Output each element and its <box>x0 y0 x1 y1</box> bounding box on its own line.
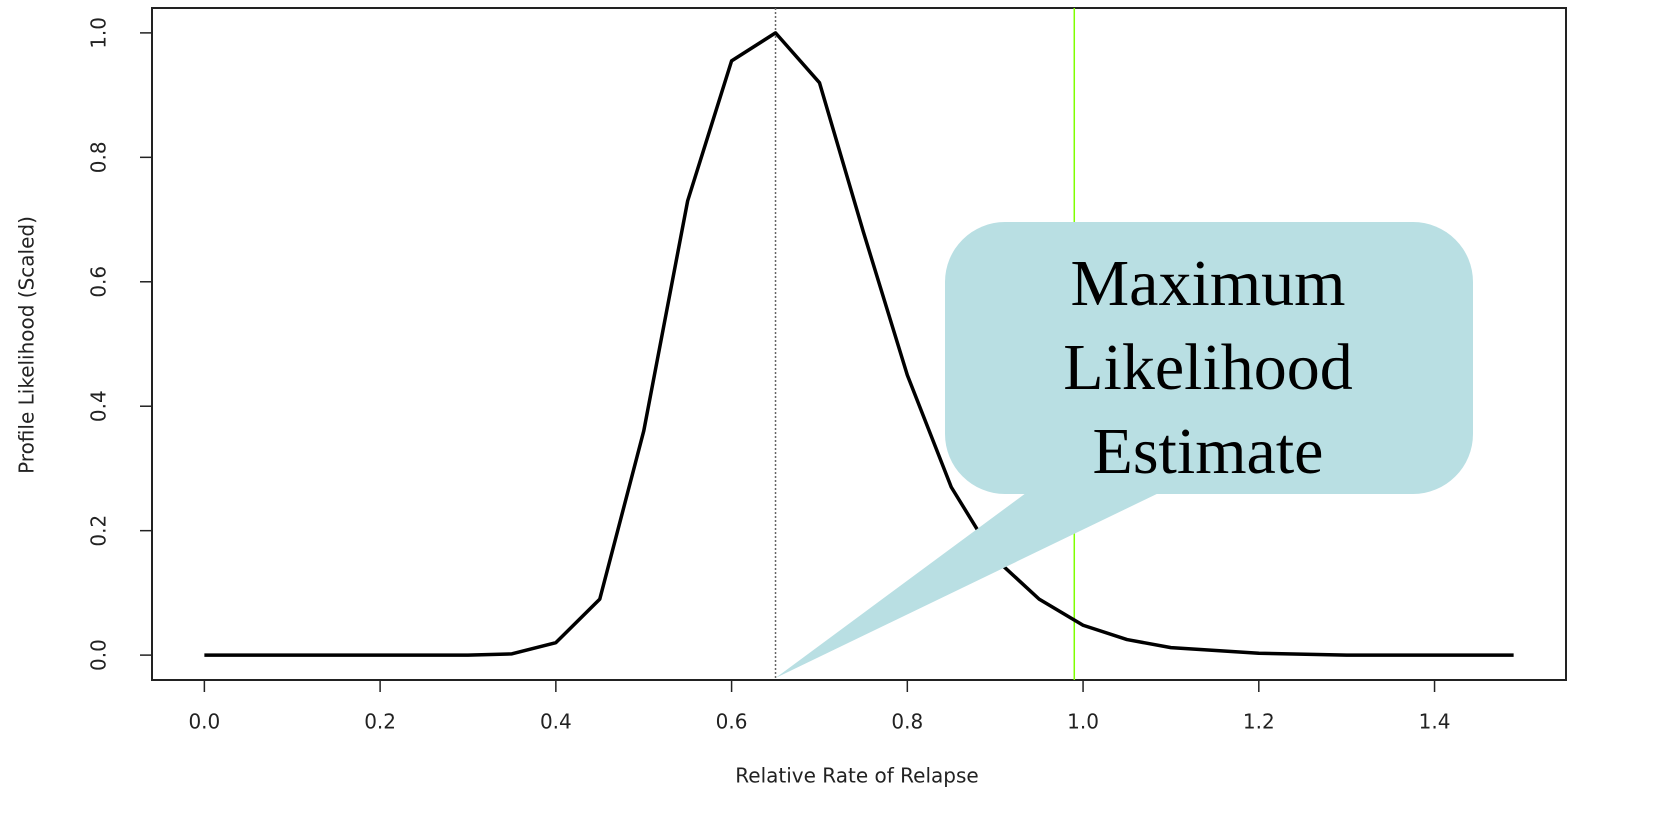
annotation-text: Likelihood <box>1063 331 1353 404</box>
x-tick-label: 1.4 <box>1419 710 1451 734</box>
x-tick-label: 1.0 <box>1067 710 1099 734</box>
annotation-text: Maximum <box>1071 247 1346 320</box>
y-tick-label: 0.0 <box>87 639 111 671</box>
y-tick-label: 1.0 <box>87 17 111 49</box>
x-tick-label: 0.4 <box>540 710 572 734</box>
x-tick-label: 0.2 <box>364 710 396 734</box>
x-tick-label: 1.2 <box>1243 710 1275 734</box>
callout-pointer <box>775 490 1165 678</box>
x-tick-label: 0.0 <box>188 710 220 734</box>
y-tick-label: 0.6 <box>87 266 111 298</box>
y-tick-label: 0.4 <box>87 390 111 422</box>
annotation-text: Estimate <box>1093 415 1324 488</box>
x-axis-label: Relative Rate of Relapse <box>735 764 978 788</box>
plot-frame <box>151 7 1567 681</box>
y-tick-label: 0.8 <box>87 141 111 173</box>
y-axis-label: Profile Likelihood (Scaled) <box>15 216 39 474</box>
x-tick-label: 0.6 <box>716 710 748 734</box>
callout-box <box>945 222 1473 494</box>
likelihood-curve <box>204 31 1514 657</box>
y-tick-label: 0.2 <box>87 515 111 547</box>
x-tick-label: 0.8 <box>891 710 923 734</box>
